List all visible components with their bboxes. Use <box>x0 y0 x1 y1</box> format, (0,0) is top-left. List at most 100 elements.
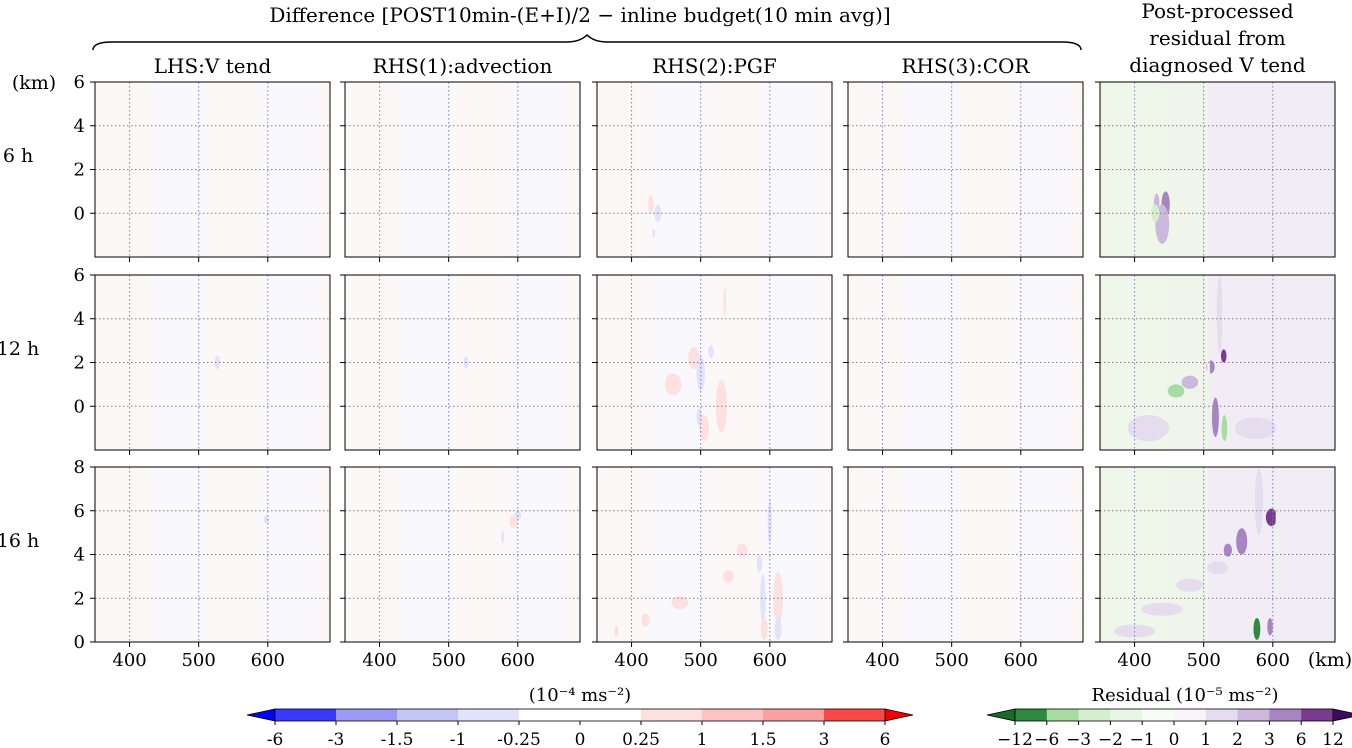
contour-feature <box>736 543 748 557</box>
colorbar-segment <box>275 709 337 721</box>
contour-feature <box>641 613 650 627</box>
colorbar-tick-label: -1.5 <box>381 730 414 748</box>
contour-feature <box>652 228 656 238</box>
panel-r2-c2: 400 500 600 <box>592 466 833 671</box>
field-band <box>205 275 260 450</box>
colorbar-tick-label: −6 <box>1034 730 1059 748</box>
x-tick-label: 500 <box>181 650 215 671</box>
colorbar-tick-label: 3 <box>1264 730 1275 748</box>
y-tick-label: 6 <box>74 265 85 286</box>
field-band <box>1100 82 1209 257</box>
group-title: Difference [POST10min-(E+I)/2 − inline b… <box>269 3 890 27</box>
colorbar-segment <box>519 709 581 721</box>
contour-feature <box>723 285 727 317</box>
difference-colorbar: (10⁻⁴ ms⁻²) -6 -3 -1.5 -1 -0.25 0 0.25 1 1.5 3 6 <box>246 685 914 748</box>
x-tick-label: 600 <box>1004 650 1038 671</box>
contour-feature <box>760 574 766 623</box>
row-label: 16 h <box>0 530 39 552</box>
contour-feature <box>767 499 772 544</box>
panel-r0-c3 <box>843 81 1084 262</box>
field-band <box>150 275 205 450</box>
x-tick-label: 600 <box>251 650 285 671</box>
colorbar-tick-label: 6 <box>880 730 891 748</box>
colorbar-extend-high <box>884 708 914 722</box>
field-band <box>1068 275 1083 450</box>
group-brace <box>92 33 1082 51</box>
x-tick-label: 600 <box>1256 650 1290 671</box>
y-tick-label: 4 <box>74 309 85 330</box>
contour-feature <box>1254 469 1264 535</box>
contour-feature <box>756 554 763 572</box>
y-tick-label: 4 <box>74 116 85 137</box>
colorbar-tick-label: 0.25 <box>622 730 660 748</box>
colorbar-segment <box>1110 709 1143 721</box>
column-title: diagnosed V tend <box>1129 53 1306 77</box>
colorbar-segment <box>1269 709 1302 721</box>
y-tick-label: 0 <box>74 396 85 417</box>
colorbar-segment <box>1174 709 1207 721</box>
y-unit-label: (km) <box>12 72 56 94</box>
colorbar-tick-label: 2 <box>1232 730 1243 748</box>
colorbar-tick-label: -6 <box>267 730 284 748</box>
contour-feature <box>648 195 654 214</box>
contour-feature <box>1275 477 1279 610</box>
y-tick-label: 6 <box>74 501 85 522</box>
field-band <box>565 467 580 642</box>
x-tick-label: 500 <box>431 650 465 671</box>
panel-r1-c3 <box>843 274 1084 455</box>
y-tick-label: 2 <box>74 160 85 181</box>
panel-r0-c2 <box>592 81 833 262</box>
field-band <box>150 467 205 642</box>
colorbar-label: Residual (10⁻⁵ ms⁻²) <box>1092 685 1279 706</box>
colorbar-extend-high <box>1332 708 1352 722</box>
colorbar-extend-low <box>246 708 276 722</box>
panel-r1-c1 <box>340 274 581 455</box>
row-labels: 6 h 12 h 16 h <box>0 145 39 552</box>
colorbar-tick-label: 12 <box>1322 730 1344 748</box>
field-band <box>315 275 330 450</box>
row-label: 6 h <box>3 145 33 167</box>
row-label: 12 h <box>0 338 39 360</box>
contour-feature <box>1221 415 1228 442</box>
colorbar-segment <box>641 709 703 721</box>
field-band <box>817 467 832 642</box>
column-title: residual from <box>1149 26 1285 50</box>
contour-feature <box>696 355 705 391</box>
panel-r2-c0: 400 500 600 0 2 4 6 8 <box>74 457 331 671</box>
colorbar-tick-label: 6 <box>1296 730 1307 748</box>
contour-feature <box>1234 417 1277 440</box>
contour-feature <box>708 345 714 359</box>
y-tick-label: 0 <box>74 203 85 224</box>
colorbar-segment <box>1078 709 1111 721</box>
colorbar-segment <box>1237 709 1270 721</box>
colorbar-segment <box>824 709 886 721</box>
colorbar-segment <box>1142 709 1175 721</box>
x-unit-label: (km) <box>1308 649 1352 671</box>
colorbar-segment <box>1046 709 1080 721</box>
field-band <box>400 82 455 257</box>
column-titles: LHS:V tend RHS(1):advection RHS(2):PGF RHS(… <box>154 0 1306 78</box>
field-band <box>565 275 580 450</box>
field-band <box>315 82 330 257</box>
x-tick-label: 500 <box>934 650 968 671</box>
contour-feature <box>1167 384 1185 398</box>
contour-feature <box>501 530 504 544</box>
colorbar-tick-label: 1 <box>1200 730 1211 748</box>
field-band <box>565 82 580 257</box>
contour-feature <box>760 617 768 640</box>
panel-grid: 0 2 4 6 0 2 4 6 400 500 600 0 2 4 6 8 400 500 600 400 500 600… <box>74 72 1336 671</box>
colorbar-segment <box>458 709 520 721</box>
x-tick-label: 500 <box>683 650 717 671</box>
field-band <box>1068 467 1083 642</box>
field-band <box>817 82 832 257</box>
colorbar-segment <box>1015 709 1048 721</box>
contour-feature <box>1181 375 1199 389</box>
contour-feature <box>688 347 700 370</box>
colorbar-segment <box>1205 709 1239 721</box>
contour-feature <box>1207 561 1228 575</box>
column-title: RHS(2):PGF <box>652 54 777 78</box>
contour-feature <box>1207 296 1210 450</box>
contour-feature <box>614 625 619 637</box>
colorbar-segment <box>580 709 642 721</box>
